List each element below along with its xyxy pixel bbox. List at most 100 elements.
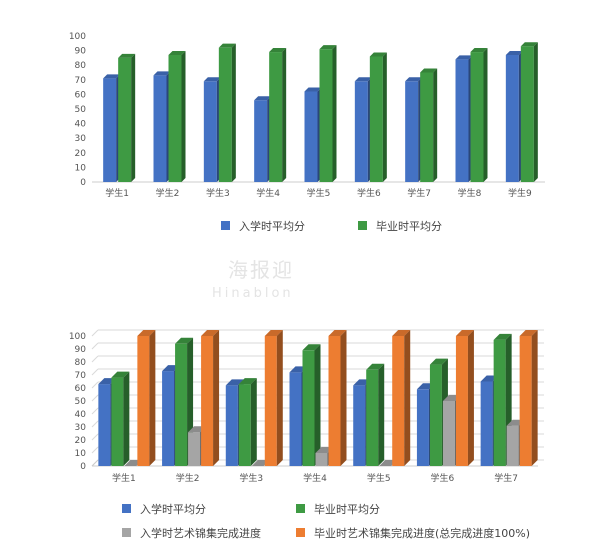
x-tick-label: 学生3 [239,472,263,484]
x-tick-label: 学生5 [367,472,391,484]
bar-front [519,336,532,466]
legend-swatch [296,504,305,513]
bar-front [162,371,175,466]
bar-top [455,55,473,60]
legend-label: 入学时平均分 [239,219,305,233]
bar-side [123,371,130,466]
bar-front [103,78,117,182]
y-tick-label: 100 [69,332,86,342]
bar-side [181,50,186,183]
bar-front [201,336,214,466]
bar [218,43,236,183]
floor-depth [91,459,99,467]
gridline-depth [91,342,99,350]
watermark-line1: 海报迎 [228,258,294,282]
bar-side [533,42,538,182]
bar-front [429,364,442,466]
bar-front [203,81,217,182]
bar-front [319,49,333,182]
bar [392,330,411,466]
bar-top [269,48,287,53]
bar-front [493,339,506,466]
bar-front [98,384,111,466]
y-tick-label: 70 [75,76,87,86]
gridline-depth [91,329,99,337]
legend-label: 毕业时平均分 [314,503,380,516]
bar [328,330,347,466]
legend-label: 毕业时艺术锦集完成进度(总完成进度100%) [314,526,530,540]
legend-item: 入学时平均分 [221,219,305,233]
bar-top [405,77,423,82]
bar-front [238,384,251,466]
bar-side [404,330,411,466]
bar-side [340,330,347,466]
bar-top [420,68,438,73]
bar-front [264,336,277,466]
bar-front [175,343,188,466]
bar-side [467,330,474,466]
y-tick-label: 20 [75,436,87,446]
bar-front [118,57,132,182]
x-tick-label: 学生1 [105,187,129,199]
x-tick-label: 学生3 [206,187,230,199]
legend-item: 入学时艺术锦集完成进度 [122,526,261,540]
x-tick-label: 学生1 [112,472,136,484]
bar-front [225,385,238,466]
bar [103,74,121,182]
bar-front [506,425,519,466]
bar [319,45,337,182]
y-tick-label: 80 [75,61,87,71]
x-tick-label: 学生5 [307,187,331,199]
gridline-depth [91,355,99,363]
bar-front [392,336,405,466]
legend-swatch [122,528,131,537]
gridline-depth [91,446,99,454]
bar-front [188,432,201,466]
bar-front [289,372,302,466]
bar-front [315,453,328,466]
bar-top [505,50,523,55]
chart-top: 0 10 20 30 40 50 60 70 80 90 100 学生1 学生2 学生3 学生4 学生5 学生6… [69,32,545,233]
bar-side [149,330,156,466]
x-tick-label: 学生2 [176,472,200,484]
bar [111,371,130,466]
legend-label: 毕业时平均分 [376,220,442,233]
legend-item: 入学时平均分 [122,502,206,516]
legend-swatch [296,528,305,537]
bar-top [111,371,130,378]
bar [405,77,423,182]
gridline-depth [91,420,99,428]
legend-swatch [358,221,367,230]
bar-front [302,350,315,466]
legend-label: 入学时艺术锦集完成进度 [140,526,261,540]
bar [153,71,171,182]
bar-top [319,45,337,50]
x-tick-label: 学生4 [256,187,280,199]
bar [369,52,387,182]
y-tick-label: 90 [75,345,87,355]
chart-bottom: 0 10 20 30 40 50 60 70 80 90 100 学生1 学生2 学生3 学生4 学生5 学生6… [69,329,544,540]
y-tick-label: 100 [69,32,86,42]
bar [302,344,321,466]
bar [269,48,287,183]
gridline-depth [91,381,99,389]
gridline-depth [91,433,99,441]
bar-front [354,81,368,182]
y-tick-label: 60 [75,384,87,394]
bar-side [483,48,488,183]
legend-swatch [122,504,131,513]
bar-top [520,42,538,47]
legend-item: 毕业时艺术锦集完成进度(总完成进度100%) [296,526,530,540]
bar [304,87,322,182]
bar-front [480,381,493,466]
bar-front [455,336,468,466]
bar [519,330,538,466]
y-tick-label: 0 [80,462,86,472]
bar-side [282,48,287,183]
bar-top [470,48,488,53]
bar-side [250,378,257,466]
bar-front [254,100,268,182]
bar [137,330,156,466]
bar-front [505,54,519,183]
y-tick-label: 90 [75,47,87,57]
